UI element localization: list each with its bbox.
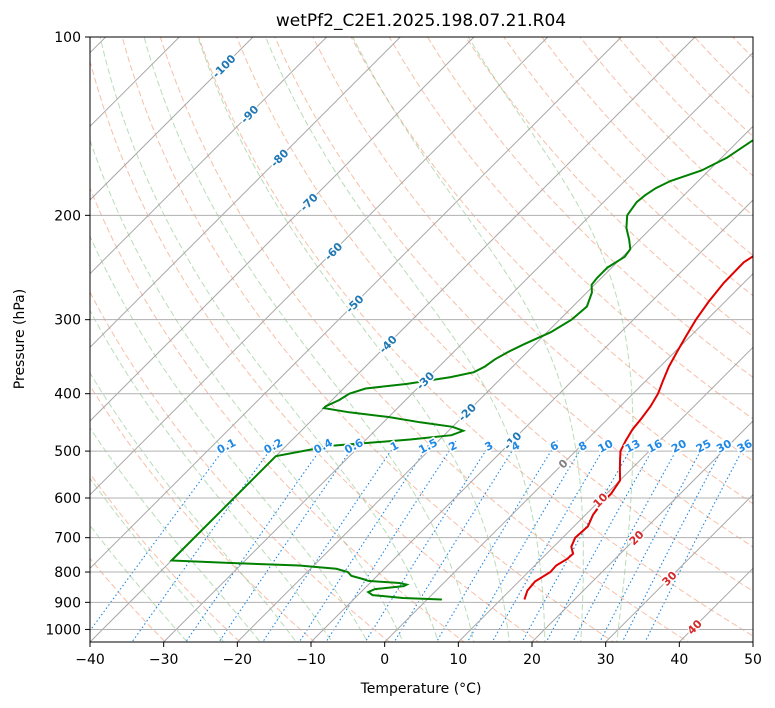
axes: −40 −30 −20 −10 0 10 20 30 40 50 100 200 300 400 500 60… — [45, 30, 762, 668]
mixing-ratio-line — [599, 440, 707, 642]
x-tick-label: 40 — [670, 652, 688, 668]
dry-adiabat-line — [312, 37, 753, 505]
y-tick-label: 800 — [54, 565, 81, 581]
dry-adiabat-line — [90, 291, 391, 642]
y-tick-label: 700 — [54, 531, 81, 547]
isotherm-line — [90, 37, 328, 275]
profile-lines — [169, 139, 753, 601]
y-tick-label: 300 — [54, 313, 81, 329]
isotherm-line — [90, 37, 254, 201]
dewpoint-line — [169, 139, 753, 601]
dry-adiabat-line — [236, 37, 753, 592]
isotherm-line — [310, 199, 753, 642]
moist-adiabat-line — [467, 37, 634, 642]
isotherm-line — [752, 641, 753, 642]
mixing-ratio-line — [262, 440, 399, 642]
isotherm-line — [531, 420, 753, 642]
isotherm-line — [90, 37, 475, 422]
y-tick-label: 100 — [54, 30, 81, 46]
moist-adiabat-line — [99, 37, 440, 642]
y-tick-label: 900 — [54, 595, 81, 611]
isotherm-line — [163, 51, 753, 642]
x-tick-label: −30 — [149, 652, 179, 668]
y-tick-label: 500 — [54, 444, 81, 460]
x-tick-label: 0 — [380, 652, 389, 668]
x-tick-label: 20 — [523, 652, 541, 668]
x-tick-label: 50 — [744, 652, 762, 668]
plot-frame — [89, 36, 754, 643]
dry-adiabat-line — [426, 37, 753, 378]
plot-area — [90, 37, 753, 642]
dry-adiabat-line — [90, 59, 540, 642]
isotherm-line — [90, 37, 622, 570]
mixing-ratio-line — [466, 440, 587, 642]
moist-adiabat-line — [265, 37, 546, 642]
mixing-ratio-line — [364, 440, 493, 642]
isotherm-line — [457, 346, 753, 642]
mixing-ratio-line — [545, 440, 659, 642]
moist-adiabat-line — [90, 138, 404, 642]
mixing-ratio-line — [298, 440, 432, 642]
y-tick-label: 400 — [54, 387, 81, 403]
x-tick-label: −40 — [75, 652, 105, 668]
moist-adiabat-line — [90, 524, 188, 642]
mixing-ratio-line — [435, 440, 558, 642]
isotherm-line — [605, 493, 753, 642]
mixing-ratio-line — [644, 440, 748, 642]
moist-adiabat-line — [352, 37, 584, 642]
mixing-ratio-line — [325, 440, 457, 642]
dry-adiabat-line — [121, 37, 615, 642]
dry-adiabat-line — [159, 37, 690, 642]
mixing-ratio-line — [521, 440, 637, 642]
mixing-ratio-line — [572, 440, 683, 642]
dry-adiabat-line — [90, 472, 241, 642]
moist-adiabat-line — [90, 371, 297, 642]
dry-adiabat-line — [350, 37, 753, 462]
x-axis-label: Temperature (°C) — [360, 681, 482, 697]
background-lines — [90, 37, 753, 642]
isotherm-line — [384, 272, 753, 642]
moist-adiabat-line — [90, 477, 225, 642]
isotherm-line — [90, 37, 401, 349]
moist-adiabat-line — [90, 427, 261, 642]
dry-adiabat-line — [90, 186, 465, 642]
isotherm-line — [90, 37, 549, 496]
moist-adiabat-line — [90, 235, 369, 642]
y-tick-label: 1000 — [45, 622, 81, 638]
x-tick-label: −20 — [223, 652, 253, 668]
x-tick-label: 10 — [449, 652, 467, 668]
x-tick-label: −10 — [296, 652, 326, 668]
temperature-line — [523, 255, 753, 600]
chart-title: wetPf2_C2E1.2025.198.07.21.R04 — [276, 11, 566, 31]
isotherm-line — [236, 125, 753, 642]
dry-adiabat-line — [90, 384, 316, 642]
y-axis-label: Pressure (hPa) — [12, 289, 28, 389]
dry-adiabat-line — [503, 37, 753, 297]
dry-adiabat-line — [197, 37, 753, 637]
y-tick-label: 200 — [54, 208, 81, 224]
x-tick-label: 30 — [597, 652, 615, 668]
y-tick-label: 600 — [54, 491, 81, 507]
mixing-ratio-line — [491, 440, 609, 642]
mixing-ratio-line — [621, 440, 728, 642]
